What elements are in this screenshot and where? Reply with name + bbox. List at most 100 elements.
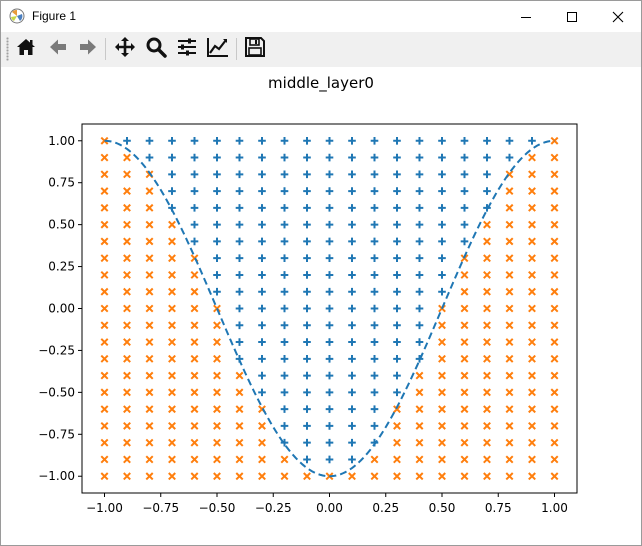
class0-plus-point — [370, 187, 379, 195]
edit-axis-button[interactable] — [205, 36, 231, 62]
class1-x-point — [213, 405, 221, 414]
class0-plus-point — [258, 237, 266, 246]
class0-plus-point — [370, 355, 379, 363]
class0-plus-point — [415, 321, 424, 330]
class1-x-point — [190, 304, 199, 313]
class1-x-point — [145, 455, 154, 464]
class0-plus-point — [213, 254, 221, 262]
configure-subplots-button[interactable] — [174, 36, 200, 62]
class0-plus-point — [415, 338, 424, 346]
class1-x-point — [460, 455, 469, 464]
class0-plus-point — [325, 170, 334, 179]
class0-plus-point — [393, 204, 401, 212]
class0-plus-point — [325, 204, 334, 212]
class0-plus-point — [280, 405, 289, 413]
class1-x-point — [123, 271, 131, 279]
class0-plus-point — [370, 371, 379, 380]
class0-plus-point — [460, 204, 469, 212]
class1-x-point — [483, 405, 491, 414]
class0-plus-point — [258, 187, 266, 195]
back-button[interactable] — [45, 36, 71, 62]
class1-x-point — [528, 153, 536, 162]
matplotlib-app-icon — [9, 8, 25, 24]
class1-x-point — [550, 405, 559, 414]
class0-plus-point — [483, 187, 491, 195]
class1-x-point — [505, 220, 514, 229]
class0-plus-point — [325, 187, 334, 195]
class0-plus-point — [325, 220, 334, 229]
class0-plus-point — [348, 271, 356, 279]
class0-plus-point — [348, 321, 356, 330]
class0-plus-point — [303, 304, 311, 313]
figure-canvas[interactable]: middle_layer0 −1.00 −0.75 −0.50 −0.25 0.00 0.… — [1, 67, 641, 545]
save-button[interactable] — [242, 36, 268, 62]
class0-plus-point — [325, 338, 334, 346]
class1-x-point — [483, 354, 491, 363]
class1-x-point — [505, 237, 514, 246]
class1-x-point — [145, 354, 154, 363]
x-tick-label: −1.00 — [86, 501, 123, 515]
class1-x-point — [393, 455, 401, 464]
class0-plus-point — [415, 187, 424, 195]
class1-x-point — [550, 321, 559, 330]
class1-x-point — [145, 254, 154, 263]
y-tick-label: −0.50 — [38, 385, 75, 399]
title-bar[interactable]: Figure 1 — [1, 1, 641, 32]
class1-x-point — [100, 153, 109, 162]
y-tick-label: 1.00 — [48, 134, 75, 148]
chart-title: middle_layer0 — [268, 74, 374, 93]
class1-x-point — [550, 170, 559, 179]
class0-plus-point — [303, 187, 311, 195]
class1-x-point — [550, 153, 559, 162]
class1-x-point — [438, 455, 446, 464]
pan-button[interactable] — [112, 36, 138, 62]
class1-x-point — [190, 321, 199, 330]
class1-x-point — [505, 271, 514, 279]
class1-x-point — [505, 321, 514, 330]
class0-plus-point — [168, 170, 176, 179]
class0-plus-point — [415, 287, 424, 296]
class1-x-point — [505, 254, 514, 263]
class0-plus-point — [303, 237, 311, 246]
class1-x-point — [528, 338, 536, 346]
class1-x-point — [505, 405, 514, 414]
class1-x-point — [100, 203, 109, 212]
class0-plus-point — [348, 170, 356, 179]
class1-x-point — [145, 203, 154, 212]
class0-plus-point — [393, 287, 401, 296]
zoom-button[interactable] — [143, 36, 169, 62]
configure-subplots-icon — [176, 36, 198, 62]
class0-plus-point — [460, 170, 469, 179]
class1-x-point — [145, 187, 154, 196]
class1-x-point — [348, 472, 356, 481]
class0-plus-point — [370, 136, 379, 145]
class1-x-point — [100, 321, 109, 330]
home-button[interactable] — [13, 36, 39, 62]
class0-plus-point — [280, 220, 289, 229]
class1-x-point — [168, 338, 176, 346]
class1-x-point — [168, 304, 176, 313]
class1-x-point — [123, 187, 131, 196]
class0-plus-point — [370, 254, 379, 262]
class1-x-point — [213, 388, 221, 397]
class0-plus-point — [348, 204, 356, 212]
maximize-button[interactable] — [549, 1, 595, 32]
class0-plus-point — [348, 355, 356, 363]
forward-button[interactable] — [75, 36, 101, 62]
class0-plus-point — [168, 136, 176, 145]
class1-x-point — [438, 438, 446, 447]
class1-x-point — [460, 338, 469, 346]
class1-x-point — [235, 472, 244, 481]
class1-x-point — [123, 254, 131, 263]
class0-plus-point — [123, 136, 131, 145]
close-button[interactable] — [595, 1, 641, 32]
toolbar-grip[interactable] — [6, 37, 9, 61]
class0-plus-point — [325, 153, 334, 162]
class1-x-point — [460, 438, 469, 447]
class1-x-point — [100, 388, 109, 397]
class1-x-point — [145, 287, 154, 296]
class0-plus-point — [415, 136, 424, 145]
minimize-button[interactable] — [503, 1, 549, 32]
class1-x-point — [100, 254, 109, 263]
class0-plus-point — [280, 237, 289, 246]
